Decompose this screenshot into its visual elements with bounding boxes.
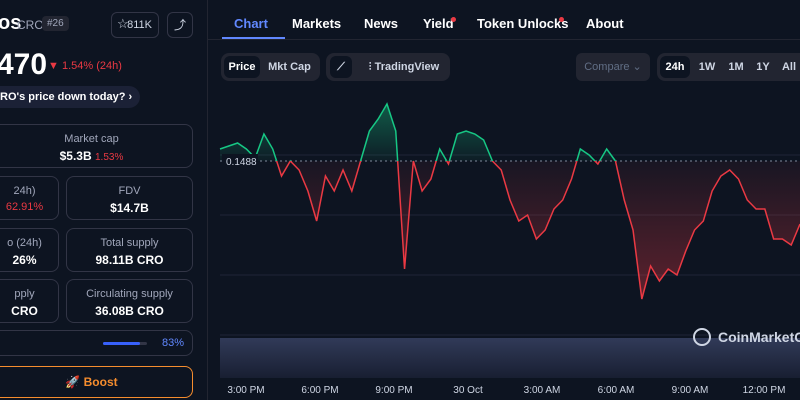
range-button[interactable]: 1W xyxy=(698,61,716,73)
compare-select[interactable]: Compare ⌄ xyxy=(576,53,650,81)
stat-card: Circulating supply 36.08B CRO xyxy=(66,279,193,323)
range-button[interactable]: All xyxy=(781,61,797,73)
stat-label: Circulating supply xyxy=(86,288,173,300)
stat-label: o (24h) xyxy=(7,237,42,249)
x-tick-label: 6:00 AM xyxy=(598,385,635,396)
down-arrow: ▼ xyxy=(48,60,62,72)
x-tick-label: 3:00 AM xyxy=(524,385,561,396)
tab[interactable]: Chart xyxy=(234,16,268,31)
compare-text: Compare xyxy=(584,61,630,73)
tradingview-button[interactable]: ⫶ TradingView xyxy=(368,61,440,73)
stat-card: Total supply 98.11B CRO xyxy=(66,228,193,272)
tab[interactable]: News xyxy=(364,16,398,31)
progress-card: 83% xyxy=(0,330,193,356)
stat-label: 24h) xyxy=(13,185,36,197)
stat-value: $5.3B 1.53% xyxy=(0,149,192,163)
stat-card: pply CRO xyxy=(0,279,59,323)
change-text: 1.54% (24h) xyxy=(61,60,122,72)
coin-name: os xyxy=(0,12,22,34)
boost-text: Boost xyxy=(83,375,118,389)
tab[interactable]: Yield xyxy=(423,16,454,31)
progress-label: 83% xyxy=(162,337,185,349)
stat-card: Market cap $5.3B 1.53% xyxy=(0,124,193,168)
x-tick-label: 9:00 PM xyxy=(375,385,412,396)
price-chart: 0.1488 3:00 PM 6:00 PM 9:00 PM 30 Oct 3:00 AM… xyxy=(219,102,800,396)
progress-track xyxy=(103,342,147,345)
line-tool[interactable]: ⟋ xyxy=(330,56,352,78)
stat-value: 36.08B CRO xyxy=(95,304,164,318)
stat-value: $14.7B xyxy=(110,201,149,215)
baseline-label-bg xyxy=(222,154,258,168)
range-button[interactable]: 1M xyxy=(728,61,744,73)
watchlist-button[interactable]: 811K xyxy=(111,12,159,38)
stat-value: CRO xyxy=(11,304,38,318)
x-tick-label: 12:00 PM xyxy=(743,385,786,396)
coin-symbol: CRO xyxy=(17,18,44,32)
price: 470 xyxy=(0,48,48,81)
mode-button[interactable]: Price xyxy=(224,56,260,78)
x-tick-label: 30 Oct xyxy=(453,385,483,396)
divider xyxy=(207,0,208,400)
stat-card: 24h) 62.91% xyxy=(0,176,59,220)
price-line xyxy=(219,102,800,300)
tab-rule xyxy=(208,39,800,40)
x-tick-label: 3:00 PM xyxy=(227,385,264,396)
stat-card: FDV $14.7B xyxy=(66,176,193,220)
range-button[interactable]: 24h xyxy=(660,56,690,78)
tab[interactable]: Markets xyxy=(292,16,342,31)
value: $5.3B xyxy=(59,149,92,163)
tab[interactable]: About xyxy=(586,16,624,31)
stat-value: 98.11B CRO xyxy=(95,253,164,267)
watermark-text: CoinMarketCap xyxy=(718,329,800,345)
x-tick-label: 6:00 PM xyxy=(301,385,338,396)
mode-button[interactable]: Mkt Cap xyxy=(268,61,311,73)
dot xyxy=(451,17,456,22)
x-tick-label: 9:00 AM xyxy=(672,385,709,396)
boost-button[interactable]: 🚀 Boost xyxy=(0,366,193,398)
rank-badge: #26 xyxy=(42,16,69,31)
volume-area xyxy=(220,338,800,378)
star-icon: ☆ xyxy=(117,16,129,31)
share-button[interactable]: ⤴ xyxy=(167,12,193,38)
stat-label: Market cap xyxy=(64,133,119,145)
stat-label: FDV xyxy=(118,185,141,197)
stat-label: Total supply xyxy=(100,237,159,249)
price-area xyxy=(220,104,800,299)
question-pill[interactable]: RO's price down today? › xyxy=(0,86,141,108)
range-button[interactable]: 1Y xyxy=(756,61,770,73)
stat-value: 26% xyxy=(12,253,37,267)
watermark: CoinMarketCap xyxy=(693,328,800,346)
dot xyxy=(559,17,564,22)
tab-underline xyxy=(222,37,285,39)
price-change: ▼ 1.54% (24h) xyxy=(48,60,122,72)
baseline-label: 0.1488 xyxy=(226,157,257,168)
change: 1.53% xyxy=(95,152,124,163)
question: RO's price down today? xyxy=(0,91,126,103)
tab[interactable]: Token Unlocks xyxy=(477,16,569,31)
tradingview-text: TradingView xyxy=(374,61,440,73)
stat-card: o (24h) 26% xyxy=(0,228,59,272)
progress-fill xyxy=(103,342,140,345)
stat-label: pply xyxy=(14,288,35,300)
stat-value: 62.91% xyxy=(5,201,44,213)
